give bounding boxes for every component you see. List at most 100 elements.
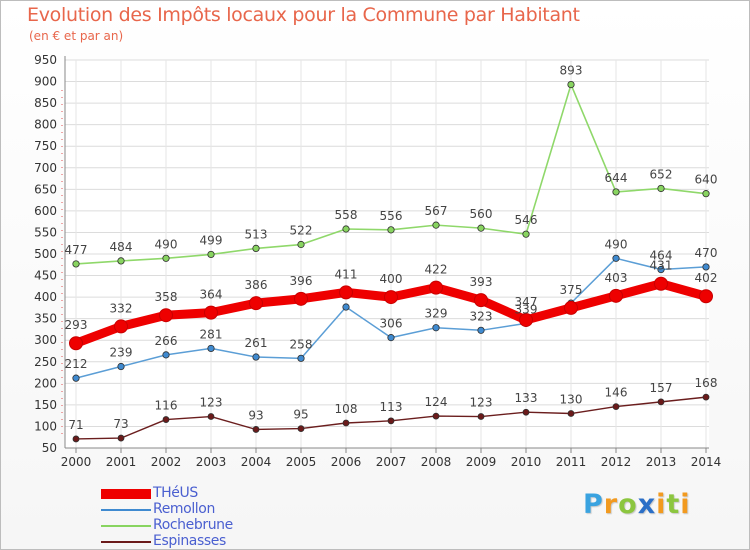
data-label: 323 — [470, 309, 493, 323]
data-point — [207, 413, 215, 420]
data-label: 364 — [200, 288, 223, 302]
data-point — [567, 80, 575, 89]
x-tick-label: 2005 — [286, 455, 317, 469]
data-label: 477 — [65, 243, 88, 257]
x-tick-label: 2009 — [466, 455, 497, 469]
labels-espinasses: 71 73 116 123 93 95 108 113 124 123 133 130 146 157 16… — [68, 376, 717, 432]
data-point — [72, 260, 80, 268]
data-point — [342, 225, 350, 233]
data-point — [387, 417, 395, 425]
data-point — [117, 362, 125, 371]
data-point — [702, 263, 710, 271]
data-label: 133 — [515, 391, 538, 405]
legend-label: Espinasses — [153, 533, 226, 549]
data-point — [474, 293, 488, 308]
data-point — [297, 354, 305, 362]
logo-letter: o — [618, 489, 638, 520]
data-label: 358 — [155, 290, 178, 304]
data-point — [567, 410, 575, 417]
data-point — [477, 224, 485, 232]
data-label: 403 — [605, 271, 628, 285]
y-tick-label: 650 — [34, 182, 57, 196]
data-point — [702, 190, 710, 198]
legend-item-remollon: Remollon — [101, 501, 361, 518]
x-tick-label: 2011 — [556, 455, 587, 469]
data-point — [657, 265, 665, 274]
x-tick-label: 2007 — [376, 455, 407, 469]
legend-label: THéUS — [153, 485, 198, 501]
data-label: 558 — [335, 208, 358, 222]
y-tick-label: 350 — [34, 312, 57, 326]
labels-rochebrune: 477 484 490 499 513 522 558 556 567 560 546 893 644 6… — [65, 64, 718, 257]
y-tick-label: 300 — [34, 333, 57, 347]
data-label: 513 — [245, 227, 268, 241]
data-point — [339, 285, 353, 300]
data-point — [342, 419, 350, 427]
data-point — [72, 374, 80, 382]
data-point — [657, 398, 665, 406]
x-tick-label: 2001 — [106, 455, 137, 469]
legend-swatch — [101, 509, 151, 511]
data-point — [429, 280, 443, 295]
data-label: 146 — [605, 386, 628, 400]
legend-label: Remollon — [153, 501, 215, 517]
series-theus — [69, 276, 713, 351]
data-label: 402 — [695, 271, 718, 285]
data-point — [69, 336, 83, 351]
y-tick-label: 500 — [34, 247, 57, 261]
legend-label: Rochebrune — [153, 517, 233, 533]
chart-subtitle: (en € et par an) — [29, 29, 124, 43]
data-label: 266 — [155, 334, 178, 348]
proxiti-logo: Proxiti — [583, 489, 691, 520]
data-label: 93 — [248, 408, 263, 422]
x-tick-label: 2013 — [646, 455, 677, 469]
data-point — [432, 221, 440, 229]
data-point — [159, 308, 173, 323]
data-point — [387, 334, 395, 342]
x-tick-label: 2014 — [691, 455, 722, 469]
data-label: 560 — [470, 207, 493, 221]
data-label: 464 — [650, 249, 673, 263]
data-label: 261 — [245, 336, 268, 350]
y-tick-label: 850 — [34, 96, 57, 110]
data-label: 652 — [650, 167, 673, 181]
data-label: 396 — [290, 274, 313, 288]
y-tick-label: 600 — [34, 204, 57, 218]
data-label: 393 — [470, 275, 493, 289]
y-tick-label: 50 — [42, 441, 57, 455]
logo-letter: x — [637, 489, 657, 520]
logo-letter: i — [656, 489, 667, 520]
legend-swatch — [101, 489, 151, 499]
y-tick-label: 200 — [34, 376, 57, 390]
data-label: 644 — [605, 171, 628, 185]
data-label: 567 — [425, 204, 448, 218]
data-label: 411 — [335, 267, 358, 281]
data-label: 893 — [560, 64, 583, 78]
data-label: 329 — [425, 307, 448, 321]
data-label: 386 — [245, 278, 268, 292]
labels-theus: 293 332 358 364 386 396 411 400 422 393 347 375 403 4… — [65, 259, 718, 332]
data-label: 490 — [155, 237, 178, 251]
data-label: 422 — [425, 263, 448, 277]
logo-letter: r — [603, 489, 619, 520]
data-point — [432, 412, 440, 420]
data-point — [207, 344, 215, 353]
legend-swatch — [101, 541, 151, 543]
data-label: 124 — [425, 395, 448, 409]
data-label: 470 — [695, 246, 718, 260]
legend-item-theus: THéUS — [101, 485, 361, 502]
data-label: 73 — [113, 417, 128, 431]
y-tick-label: 550 — [34, 225, 57, 239]
x-tick-label: 2008 — [421, 455, 452, 469]
data-point — [252, 426, 260, 433]
y-tick-label: 700 — [34, 161, 57, 175]
data-point — [162, 416, 170, 423]
data-label: 490 — [605, 237, 628, 251]
data-label: 108 — [335, 402, 358, 416]
legend-item-espinasses: Espinasses — [101, 533, 361, 550]
data-point — [654, 276, 668, 291]
legend-swatch — [101, 525, 151, 527]
data-point — [162, 254, 170, 262]
